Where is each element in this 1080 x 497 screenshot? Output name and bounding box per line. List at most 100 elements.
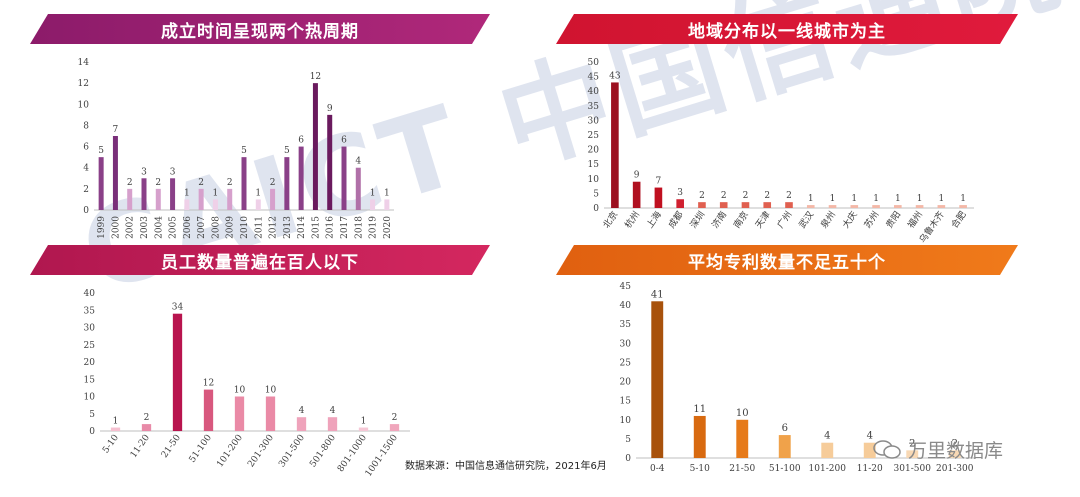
data-label: 4 xyxy=(330,406,336,416)
bar xyxy=(296,417,307,431)
bar xyxy=(915,205,924,208)
data-label: 2 xyxy=(909,438,915,449)
bar xyxy=(127,188,133,210)
x-tick-label: 2020 xyxy=(383,216,393,239)
bar xyxy=(298,146,304,210)
x-tick-label: 11-20 xyxy=(857,464,883,474)
data-label: 1 xyxy=(960,194,966,204)
data-label: 4 xyxy=(824,431,830,442)
chart-patents: 0 5 10 15 20 25 30 35 40 45 41 0-4 11 5-10 10 21-50 6 51-… xyxy=(620,282,976,474)
data-label: 7 xyxy=(656,177,662,187)
y-tick-label: 25 xyxy=(84,341,96,351)
data-label: 9 xyxy=(634,171,640,181)
bar xyxy=(763,202,772,208)
data-label: 3 xyxy=(677,188,683,198)
bar xyxy=(284,157,290,210)
x-tick-label: 2016 xyxy=(326,216,336,239)
y-tick-label: 45 xyxy=(588,73,600,83)
data-label: 1 xyxy=(851,194,857,204)
y-tick-label: 0 xyxy=(83,206,89,216)
x-tick-label: 合肥 xyxy=(948,209,968,231)
x-tick-label: 杭州 xyxy=(622,209,642,231)
y-tick-label: 40 xyxy=(588,87,600,97)
y-tick-label: 45 xyxy=(620,282,632,292)
bar xyxy=(212,199,218,210)
y-tick-label: 35 xyxy=(588,102,600,112)
x-tick-label: 泉州 xyxy=(818,209,838,231)
y-tick-label: 0 xyxy=(625,454,631,464)
data-label: 2 xyxy=(764,191,770,201)
x-tick-label: 1999 xyxy=(97,216,107,239)
y-tick-label: 25 xyxy=(620,358,632,368)
data-label: 2 xyxy=(721,191,727,201)
y-tick-label: 10 xyxy=(588,175,600,185)
bar xyxy=(698,202,706,208)
x-tick-label: 21-50 xyxy=(160,433,183,460)
y-tick-label: 20 xyxy=(620,378,632,388)
y-tick-label: 15 xyxy=(588,160,600,170)
bar xyxy=(736,419,749,458)
bar xyxy=(654,187,663,208)
y-tick-label: 25 xyxy=(588,131,600,141)
bar xyxy=(141,178,147,210)
data-label: 6 xyxy=(341,136,347,146)
y-tick-label: 35 xyxy=(84,306,96,316)
data-label: 1 xyxy=(370,188,376,198)
data-label: 11 xyxy=(693,404,706,415)
y-tick-label: 2 xyxy=(83,185,89,195)
bar xyxy=(112,136,118,210)
y-tick-label: 15 xyxy=(620,397,632,407)
x-tick-label: 2003 xyxy=(140,216,150,239)
data-label: 2 xyxy=(155,178,161,188)
x-tick-label: 福州 xyxy=(905,209,925,231)
x-tick-label: 济南 xyxy=(709,209,729,231)
x-tick-label: 2012 xyxy=(269,216,279,239)
x-tick-label: 2002 xyxy=(126,216,136,239)
data-label: 4 xyxy=(355,157,361,167)
bar xyxy=(141,424,152,431)
data-label: 4 xyxy=(867,431,873,442)
panel-title-regional-distribution: 地域分布以一线城市为主 xyxy=(556,14,1018,44)
x-tick-label: 2018 xyxy=(354,216,364,239)
data-label: 7 xyxy=(113,125,119,135)
chart-employees: 051015202530354015-10211-203421-501251-1… xyxy=(84,289,410,479)
data-label: 1 xyxy=(361,417,367,427)
x-tick-label: 51-100 xyxy=(769,464,801,474)
x-tick-label: 301-500 xyxy=(277,433,307,470)
bar xyxy=(821,442,834,458)
x-tick-label: 0-4 xyxy=(650,464,665,474)
bar xyxy=(937,205,946,208)
data-label: 1 xyxy=(113,417,119,427)
data-label: 1 xyxy=(895,194,901,204)
bar xyxy=(170,178,176,210)
bar xyxy=(241,157,247,210)
y-tick-label: 15 xyxy=(84,375,96,385)
x-tick-label: 2009 xyxy=(226,216,236,239)
data-label: 10 xyxy=(234,386,246,396)
bar xyxy=(863,442,876,458)
chart-founding-year: 0246810121451999720002200232003220043200… xyxy=(78,58,394,239)
y-tick-label: 5 xyxy=(593,189,599,199)
data-label: 2 xyxy=(952,438,958,449)
bar xyxy=(172,313,183,431)
x-tick-label: 801-1000 xyxy=(336,433,369,474)
bar xyxy=(785,202,793,208)
x-tick-label: 2010 xyxy=(240,216,250,239)
data-label: 1 xyxy=(255,188,261,198)
x-tick-label: 广州 xyxy=(774,209,794,231)
bar xyxy=(693,415,706,458)
data-label: 1 xyxy=(938,194,944,204)
x-tick-label: 2014 xyxy=(297,216,307,239)
data-label: 6 xyxy=(298,136,304,146)
x-tick-label: 2011 xyxy=(254,216,264,239)
data-label: 2 xyxy=(227,178,233,188)
y-tick-label: 10 xyxy=(84,393,96,403)
x-tick-label: 201-300 xyxy=(936,464,974,474)
x-tick-label: 深圳 xyxy=(688,209,707,230)
y-tick-label: 30 xyxy=(588,116,600,126)
bar xyxy=(270,188,276,210)
data-label: 5 xyxy=(98,146,104,156)
bar xyxy=(203,389,214,431)
bar xyxy=(389,424,400,431)
bar xyxy=(327,114,333,210)
